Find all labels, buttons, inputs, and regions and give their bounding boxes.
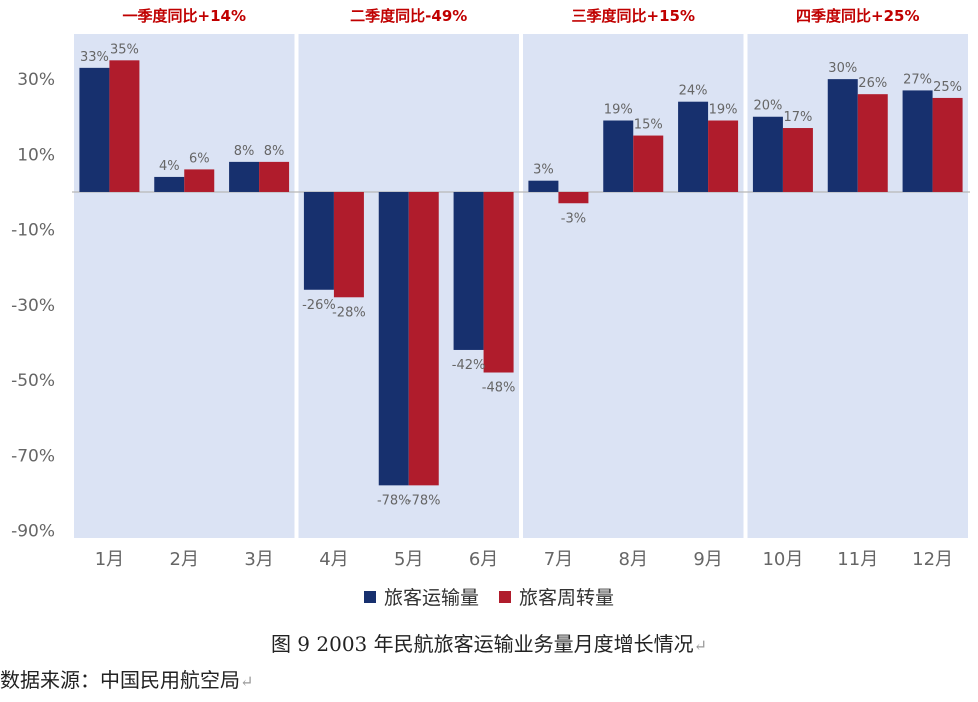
return-mark: ↵	[693, 636, 708, 655]
y-tick-label: -10%	[11, 221, 55, 241]
legend: 旅客运输量 旅客周转量	[0, 583, 978, 610]
data-label-series1: 24%	[679, 84, 708, 99]
bar-series2	[782, 128, 813, 192]
data-label-series2: 6%	[189, 151, 210, 166]
bar-series2	[483, 191, 514, 373]
bar-chart: 一季度同比+14% 二季度同比-49% 三季度同比+15% 四季度同比+25% 30% 1…	[11, 7, 970, 570]
bar-series2	[259, 161, 290, 192]
bar-series2	[633, 135, 664, 192]
data-label-series1: 27%	[903, 72, 932, 87]
data-label-series1: 4%	[159, 159, 180, 174]
x-tick-label: 8月	[619, 549, 648, 570]
legend-label-series2: 旅客周转量	[519, 587, 615, 609]
caption-text: 图 9 2003 年民航旅客运输业务量月度增长情况	[270, 632, 694, 656]
x-tick-label: 9月	[693, 549, 722, 570]
quarter-label-3: 三季度同比+15%	[572, 7, 695, 25]
data-label-series1: -78%	[377, 493, 411, 508]
data-label-series2: 15%	[634, 118, 663, 133]
bar-series1	[752, 116, 783, 192]
data-label-series1: -26%	[302, 298, 336, 313]
bar-series1	[303, 191, 334, 290]
legend-label-series1: 旅客运输量	[383, 587, 479, 609]
data-label-series2: 26%	[858, 76, 887, 91]
bar-series2	[109, 60, 140, 192]
x-tick-label: 6月	[469, 549, 498, 570]
x-tick-label: 1月	[95, 549, 124, 570]
bar-series1	[603, 120, 634, 192]
bar-series2	[708, 120, 739, 192]
y-tick-label: 30%	[17, 70, 55, 90]
quarter-label-1: 一季度同比+14%	[123, 7, 246, 25]
bar-series1	[79, 67, 110, 192]
bar-series2	[932, 97, 963, 192]
y-tick-label: -50%	[11, 371, 55, 391]
legend-swatch-series2	[499, 590, 511, 603]
y-tick-label: -30%	[11, 296, 55, 316]
legend-item-series1: 旅客运输量	[363, 583, 479, 610]
data-label-series2: 19%	[709, 103, 738, 118]
y-tick-label: 10%	[17, 145, 55, 165]
x-tick-label: 7月	[544, 549, 573, 570]
bar-series1	[154, 176, 185, 192]
x-tick-label: 10月	[762, 549, 803, 570]
data-label-series1: 19%	[604, 103, 633, 118]
data-label-series1: 33%	[80, 50, 109, 65]
data-label-series2: 35%	[110, 42, 139, 57]
legend-swatch-series1	[363, 590, 376, 603]
x-tick-label: 11月	[837, 549, 878, 570]
data-label-series1: 30%	[828, 61, 857, 76]
bar-series1	[378, 191, 409, 486]
data-label-series2: 8%	[264, 144, 285, 159]
bar-series1	[528, 180, 559, 192]
x-tick-label: 2月	[170, 549, 199, 570]
figure-caption: 图 9 2003 年民航旅客运输业务量月度增长情况↵	[0, 628, 978, 657]
data-label-series2: -28%	[332, 305, 366, 320]
data-source: 数据来源：中国民用航空局↵	[0, 664, 253, 693]
bar-series1	[229, 161, 260, 192]
chart-labels: 一季度同比+14% 二季度同比-49% 三季度同比+15% 四季度同比+25% 30% 1…	[11, 7, 962, 570]
bar-series2	[333, 191, 364, 298]
x-tick-label: 12月	[912, 549, 953, 570]
data-label-series2: -48%	[482, 381, 516, 396]
data-label-series2: 17%	[783, 110, 812, 125]
return-mark: ↵	[240, 672, 254, 691]
quarter-label-2: 二季度同比-49%	[350, 7, 467, 25]
bar-series2	[184, 169, 215, 192]
bar-series2	[408, 191, 439, 486]
data-label-series2: -3%	[561, 211, 586, 226]
bar-series1	[453, 191, 484, 350]
y-tick-label: -70%	[11, 446, 55, 466]
bar-series1	[902, 90, 933, 192]
x-tick-label: 4月	[319, 549, 348, 570]
bar-series2	[857, 94, 888, 192]
data-label-series2: 25%	[933, 80, 962, 95]
bar-series1	[827, 79, 858, 192]
bars	[79, 60, 963, 486]
x-tick-label: 5月	[394, 549, 423, 570]
x-tick-label: 3月	[244, 549, 273, 570]
legend-item-series2: 旅客周转量	[499, 583, 614, 610]
data-label-series1: 20%	[753, 99, 782, 114]
data-label-series2: -78%	[407, 493, 441, 508]
y-tick-label: -90%	[11, 521, 55, 541]
quarter-label-4: 四季度同比+25%	[796, 7, 919, 25]
data-label-series1: 3%	[533, 163, 554, 178]
data-label-series1: -42%	[452, 358, 486, 373]
bar-series2	[558, 191, 589, 204]
data-label-series1: 8%	[234, 144, 255, 159]
bar-series1	[678, 101, 709, 192]
source-text: 数据来源：中国民用航空局	[0, 668, 240, 692]
